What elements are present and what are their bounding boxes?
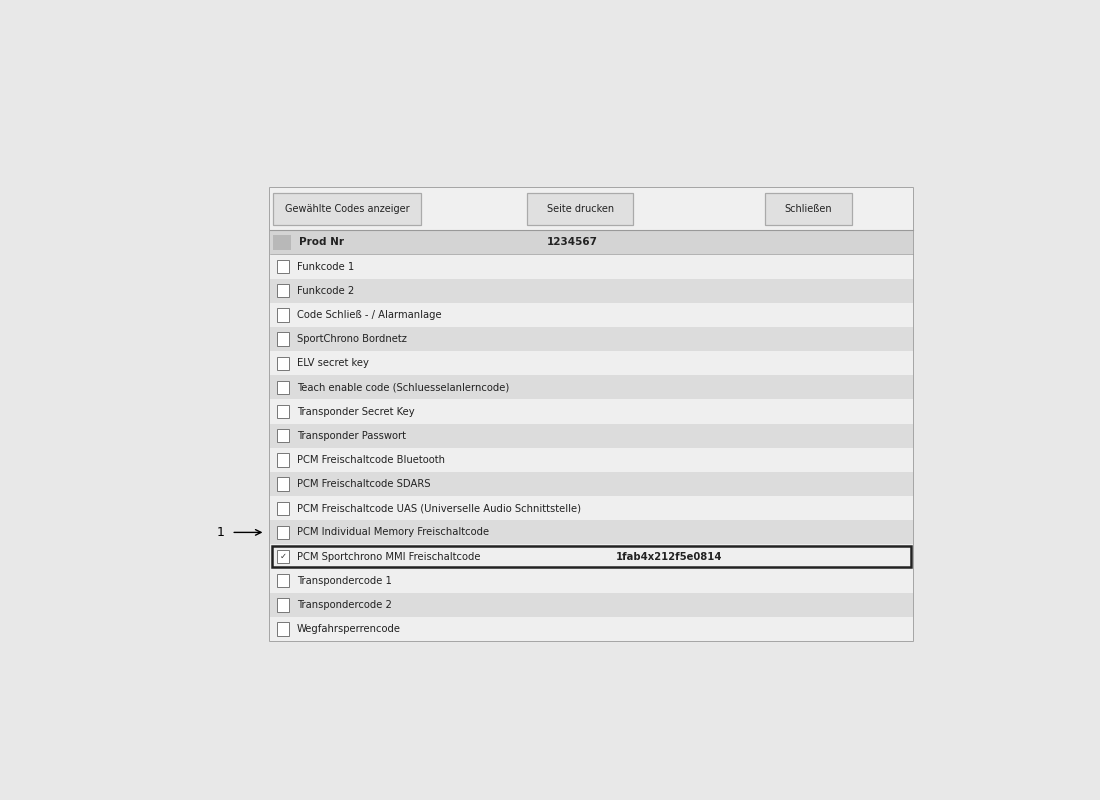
Text: PCM Freischaltcode SDARS: PCM Freischaltcode SDARS <box>297 479 430 489</box>
Text: Schließen: Schließen <box>785 204 833 214</box>
Bar <box>270 327 913 351</box>
Bar <box>277 284 289 298</box>
Bar <box>277 622 289 636</box>
Bar <box>270 188 913 230</box>
Text: PCM Sportchrono MMI Freischaltcode: PCM Sportchrono MMI Freischaltcode <box>297 551 481 562</box>
Bar <box>277 357 289 370</box>
Text: 1: 1 <box>217 526 224 539</box>
Text: Prod Nr: Prod Nr <box>298 238 343 247</box>
Bar <box>270 278 913 302</box>
Bar <box>277 308 289 322</box>
Bar <box>270 254 913 278</box>
Bar <box>766 194 852 226</box>
Text: Transponder Passwort: Transponder Passwort <box>297 430 406 441</box>
Text: Funkcode 2: Funkcode 2 <box>297 286 354 296</box>
Bar <box>270 617 913 641</box>
Text: 1fab4x212f5e0814: 1fab4x212f5e0814 <box>615 551 722 562</box>
Text: ✓: ✓ <box>279 552 287 561</box>
Bar <box>270 375 913 399</box>
Bar <box>277 454 289 466</box>
Bar <box>277 405 289 418</box>
Bar <box>270 424 913 448</box>
Bar <box>270 593 913 617</box>
Text: Wegfahrsperrencode: Wegfahrsperrencode <box>297 624 400 634</box>
Text: Gewählte Codes anzeiger: Gewählte Codes anzeiger <box>285 204 409 214</box>
Text: PCM Freischaltcode Bluetooth: PCM Freischaltcode Bluetooth <box>297 455 444 465</box>
Text: Funkcode 1: Funkcode 1 <box>297 262 354 271</box>
Bar <box>277 260 289 273</box>
Bar <box>527 194 634 226</box>
Text: ELV secret key: ELV secret key <box>297 358 368 368</box>
Bar <box>270 496 913 520</box>
Bar <box>277 381 289 394</box>
Bar <box>273 234 290 250</box>
Text: PCM Individual Memory Freischaltcode: PCM Individual Memory Freischaltcode <box>297 527 488 538</box>
Bar <box>270 472 913 496</box>
Bar <box>270 448 913 472</box>
Bar <box>277 526 289 539</box>
Bar <box>270 230 913 254</box>
Bar <box>272 546 911 567</box>
Bar <box>277 502 289 515</box>
Bar <box>270 189 913 641</box>
Text: PCM Freischaltcode UAS (Universelle Audio Schnittstelle): PCM Freischaltcode UAS (Universelle Audi… <box>297 503 581 514</box>
Text: Transpondercode 2: Transpondercode 2 <box>297 600 392 610</box>
Bar <box>270 302 913 327</box>
Bar <box>277 574 289 587</box>
Text: Transpondercode 1: Transpondercode 1 <box>297 576 392 586</box>
Bar <box>277 429 289 442</box>
Bar <box>277 478 289 490</box>
Text: 1234567: 1234567 <box>547 238 597 247</box>
Text: SportChrono Bordnetz: SportChrono Bordnetz <box>297 334 407 344</box>
Bar <box>273 194 421 226</box>
Text: Teach enable code (Schluesselanlerncode): Teach enable code (Schluesselanlerncode) <box>297 382 509 392</box>
Bar <box>270 545 913 569</box>
Bar <box>270 569 913 593</box>
Text: Transponder Secret Key: Transponder Secret Key <box>297 406 415 417</box>
Bar <box>270 399 913 424</box>
Bar <box>270 351 913 375</box>
Text: Seite drucken: Seite drucken <box>547 204 614 214</box>
Bar <box>270 520 913 545</box>
Bar <box>277 598 289 611</box>
Bar <box>277 333 289 346</box>
Bar <box>277 550 289 563</box>
Text: Code Schließ - / Alarmanlage: Code Schließ - / Alarmanlage <box>297 310 441 320</box>
